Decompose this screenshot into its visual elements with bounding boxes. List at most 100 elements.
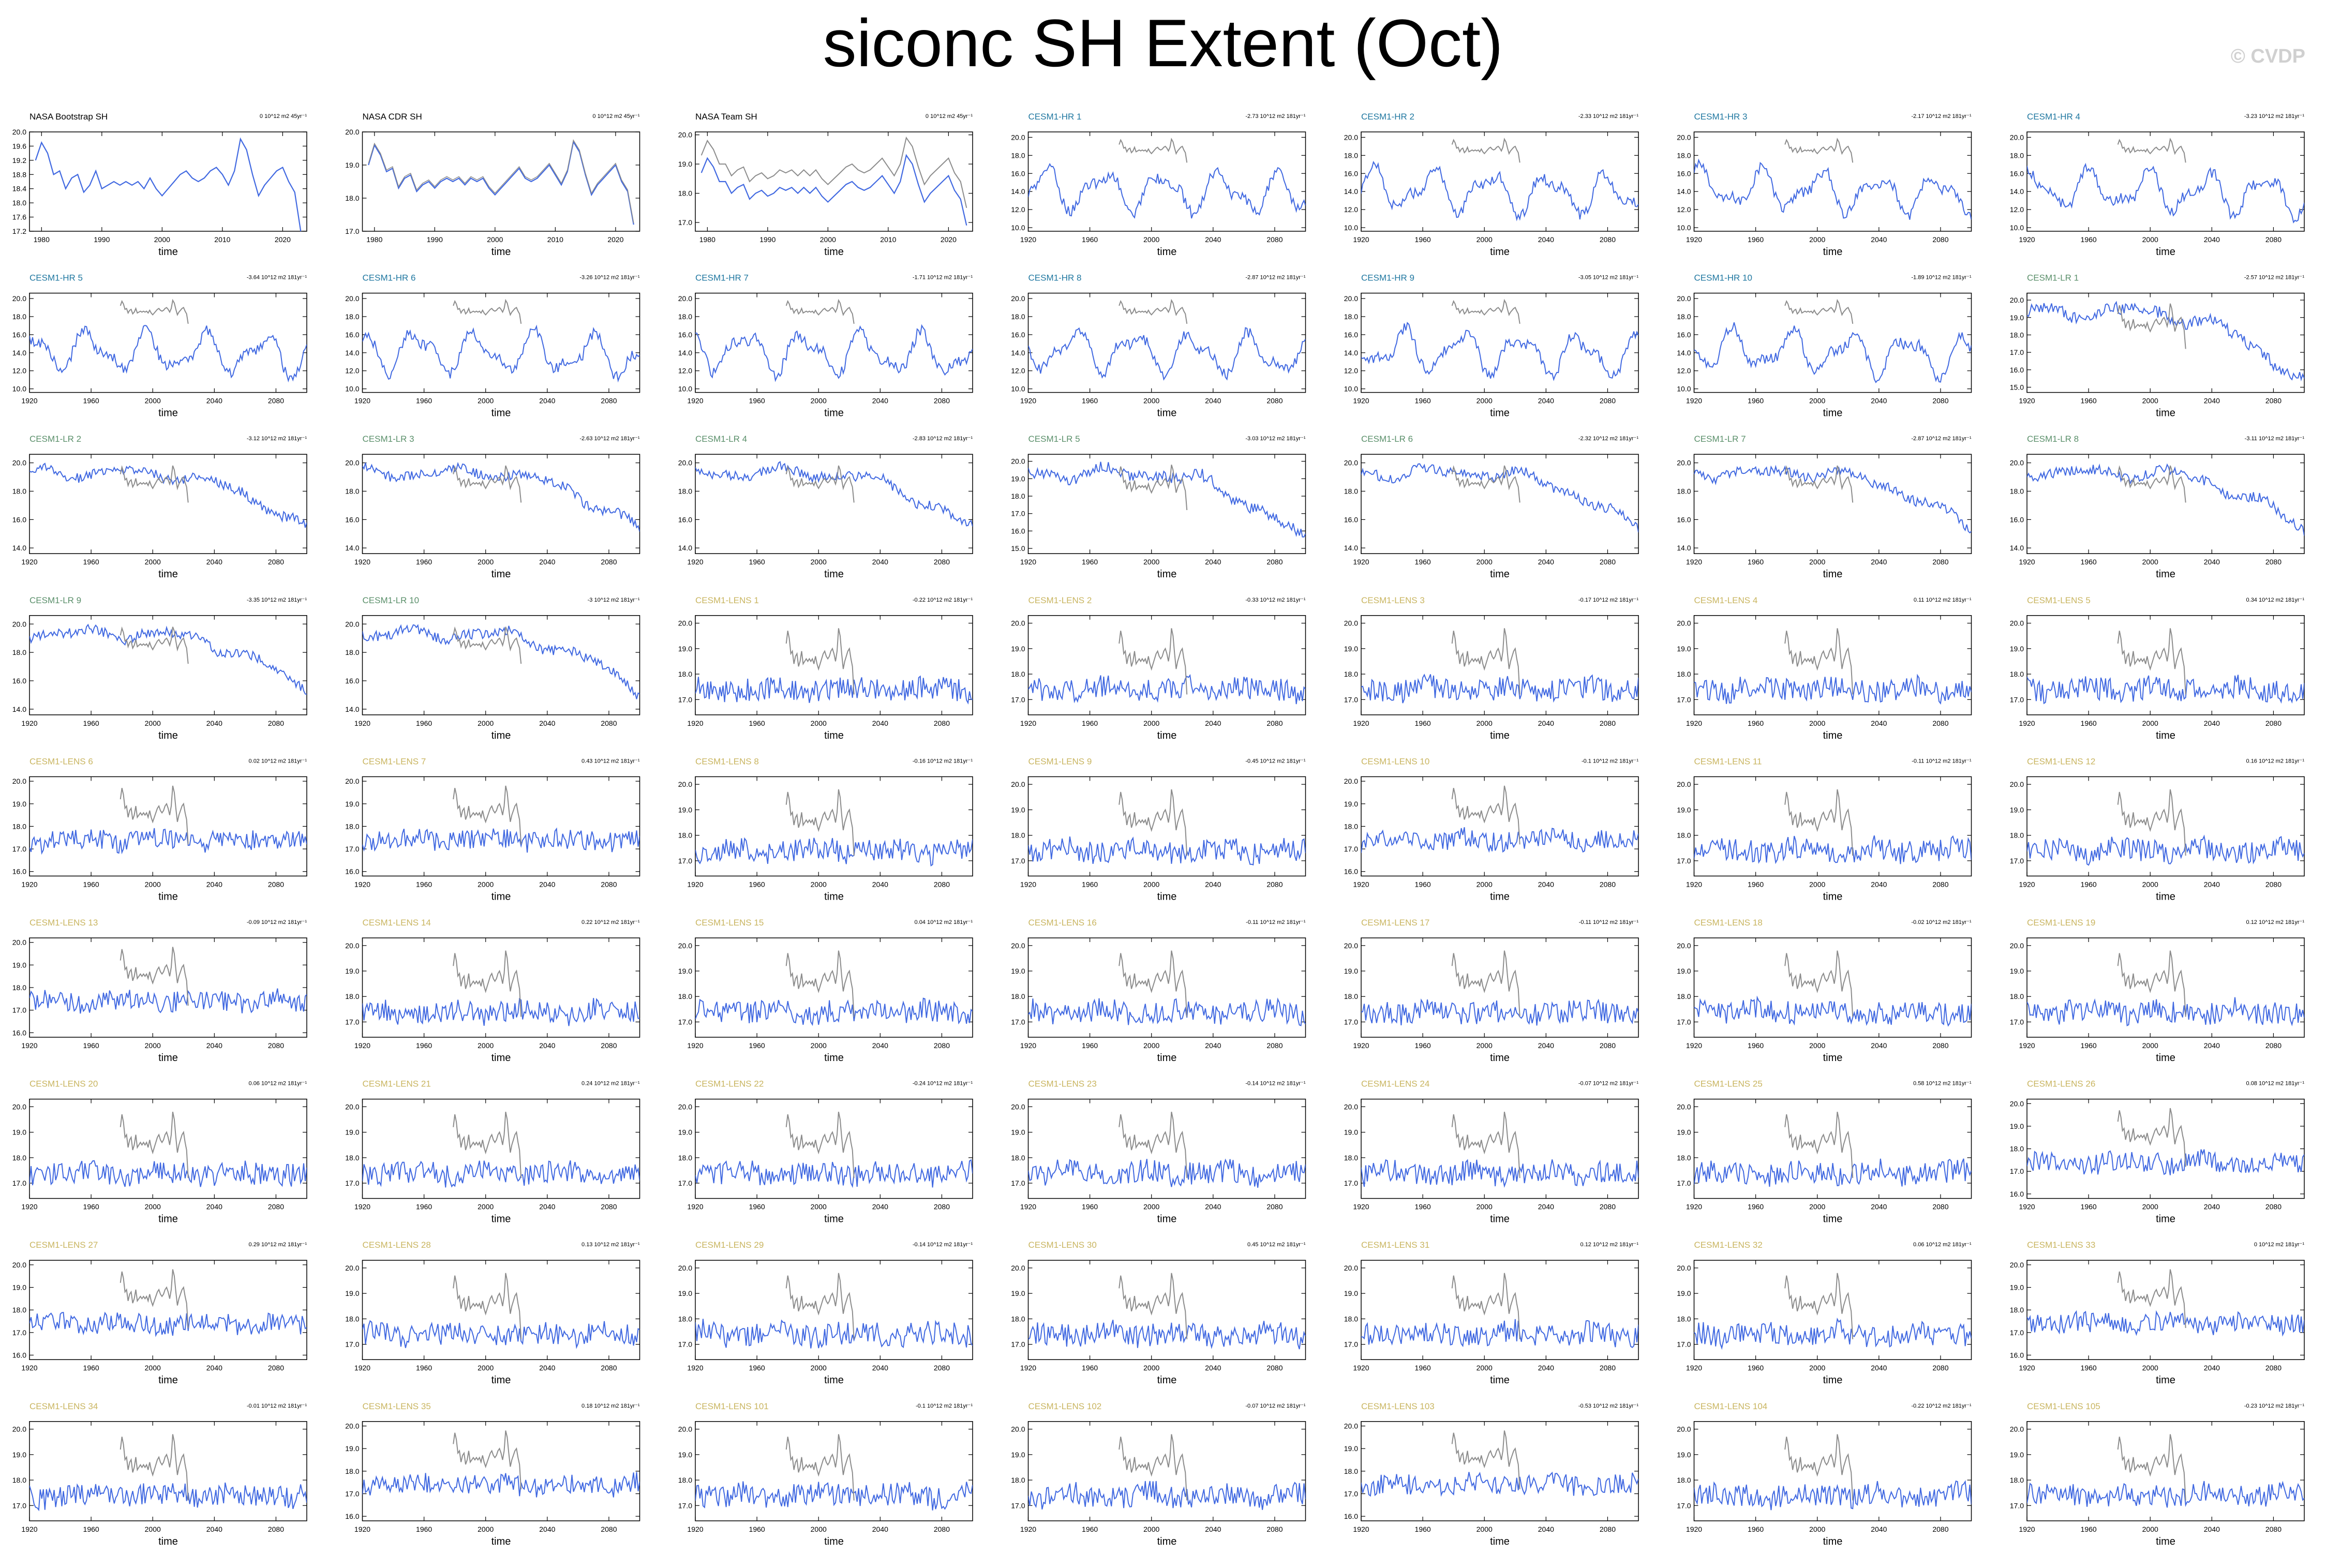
x-axis-label: time <box>1490 1536 1510 1547</box>
panel-trend: 0 10^12 m2 45yr⁻¹ <box>260 113 307 120</box>
x-axis-label: time <box>824 1052 844 1064</box>
y-tick-label: 18.0 <box>2010 992 2024 1000</box>
y-tick-label: 12.0 <box>2010 205 2024 214</box>
plot-frame <box>2026 131 2305 232</box>
plot-frame <box>695 615 973 715</box>
x-tick-label: 2080 <box>1932 1203 1948 1211</box>
panel-trend: -0.1 10^12 m2 181yr⁻¹ <box>1582 758 1638 764</box>
y-tick-label: 19.0 <box>678 805 692 814</box>
reference-line <box>1451 1430 1520 1489</box>
x-tick-label: 1960 <box>83 1364 99 1372</box>
x-axis-label: time <box>158 569 178 580</box>
x-tick-label: 1960 <box>83 1525 99 1533</box>
reference-line <box>120 626 189 664</box>
y-tick-label: 19.0 <box>678 160 692 168</box>
x-tick-label: 2080 <box>1600 397 1616 405</box>
x-tick-label: 1920 <box>2019 558 2035 566</box>
x-tick-label: 2080 <box>1932 719 1948 727</box>
x-tick-label: 2080 <box>934 880 950 888</box>
y-tick-label: 19.6 <box>12 142 26 150</box>
chart-panel: CESM1-LENS 24 -0.07 10^12 m2 181yr⁻¹ 1920 1… <box>1344 1079 1639 1225</box>
y-tick-label: 17.0 <box>1677 1018 1691 1026</box>
x-tick-label: 2040 <box>872 1203 888 1211</box>
x-tick-label: 1960 <box>2081 719 2097 727</box>
x-tick-label: 2040 <box>2204 235 2220 244</box>
x-tick-label: 1960 <box>1082 235 1098 244</box>
y-tick-label: 14.0 <box>1344 349 1358 357</box>
plot-frame <box>695 292 973 393</box>
panel-trend: 0.06 10^12 m2 181yr⁻¹ <box>249 1081 307 1087</box>
x-axis-label: time <box>2156 569 2175 580</box>
reference-line <box>1119 1112 1188 1178</box>
panel-trend: -3.23 10^12 m2 181yr⁻¹ <box>2244 113 2304 120</box>
x-axis-label: time <box>2156 1052 2175 1064</box>
panel-title: CESM1-LENS 27 <box>29 1240 98 1250</box>
x-tick-label: 2080 <box>1266 397 1283 405</box>
x-tick-label: 2080 <box>1932 1525 1948 1533</box>
x-tick-label: 2040 <box>1538 880 1554 888</box>
x-tick-label: 2000 <box>1477 397 1493 405</box>
panel-title: CESM1-LENS 104 <box>1694 1401 1768 1411</box>
y-tick-label: 19.0 <box>12 961 26 969</box>
y-tick-label: 17.0 <box>12 1179 26 1187</box>
x-axis-label: time <box>1823 730 1843 741</box>
x-tick-label: 1920 <box>1020 719 1036 727</box>
x-axis-label: time <box>1490 730 1510 741</box>
series-line <box>1028 327 1306 381</box>
panel-trend: -0.17 10^12 m2 181yr⁻¹ <box>1578 597 1638 603</box>
plot-frame <box>2026 776 2305 877</box>
y-tick-label: 19.0 <box>12 1128 26 1137</box>
panel-title: CESM1-HR 9 <box>1361 273 1414 283</box>
reference-line <box>2117 303 2186 349</box>
x-tick-label: 2000 <box>1143 719 1159 727</box>
x-tick-label: 2000 <box>2142 880 2158 888</box>
reference-line <box>785 1273 855 1339</box>
chart-panel: CESM1-LR 6 -2.32 10^12 m2 181yr⁻¹ 1920 1960… <box>1344 434 1639 580</box>
y-tick-label: 18.0 <box>678 312 692 321</box>
y-tick-label: 20.0 <box>12 777 26 785</box>
x-tick-label: 1920 <box>2019 1364 2035 1372</box>
reference-line <box>120 1434 189 1501</box>
y-tick-label: 19.0 <box>1677 645 1691 653</box>
x-tick-label: 2040 <box>539 1364 555 1372</box>
panel-trend: -0.14 10^12 m2 181yr⁻¹ <box>1245 1081 1305 1087</box>
series-line <box>695 837 973 867</box>
reference-line <box>120 1112 189 1178</box>
y-tick-label: 20.0 <box>1011 294 1025 303</box>
y-tick-label: 15.0 <box>1011 544 1025 552</box>
x-tick-label: 1920 <box>354 1203 370 1211</box>
series-line <box>29 828 307 855</box>
y-tick-label: 16.0 <box>1677 331 1691 339</box>
y-tick-label: 20.0 <box>12 938 26 947</box>
x-tick-label: 2040 <box>206 397 222 405</box>
chart-panel: CESM1-LENS 104 -0.22 10^12 m2 181yr⁻¹ 1920… <box>1677 1401 1972 1547</box>
reference-line <box>785 789 855 856</box>
x-tick-label: 1960 <box>749 1525 765 1533</box>
y-tick-label: 19.0 <box>1677 805 1691 814</box>
series-line <box>29 462 307 528</box>
y-tick-label: 14.0 <box>1011 349 1025 357</box>
y-tick-label: 19.0 <box>1011 1289 1025 1297</box>
plot-frame <box>1027 131 1306 232</box>
y-tick-label: 16.0 <box>1344 515 1358 524</box>
reference-line <box>2117 465 2186 503</box>
chart-panel: NASA Team SH 0 10^12 m2 45yr⁻¹ 1980 1990 200… <box>678 112 973 258</box>
x-tick-label: 2080 <box>601 719 617 727</box>
x-tick-label: 1920 <box>2019 1203 2035 1211</box>
panel-trend: 0.08 10^12 m2 181yr⁻¹ <box>2246 1081 2305 1087</box>
chart-panel: CESM1-LENS 22 -0.24 10^12 m2 181yr⁻¹ 1920 1… <box>678 1079 973 1225</box>
y-tick-label: 17.0 <box>345 1018 359 1026</box>
series-line <box>362 827 640 853</box>
x-tick-label: 2040 <box>2204 558 2220 566</box>
panel-title: CESM1-LR 5 <box>1028 434 1080 444</box>
x-tick-label: 2000 <box>2142 1525 2158 1533</box>
plot-frame <box>29 1260 307 1360</box>
x-tick-label: 2080 <box>268 397 284 405</box>
panel-trend: -3.35 10^12 m2 181yr⁻¹ <box>247 597 307 603</box>
panel-title: CESM1-LENS 9 <box>1028 756 1092 766</box>
y-tick-label: 18.0 <box>12 1476 26 1484</box>
y-tick-label: 17.0 <box>1011 695 1025 704</box>
x-axis-label: time <box>824 1214 844 1225</box>
series-line <box>2027 834 2304 866</box>
x-tick-label: 2080 <box>268 719 284 727</box>
